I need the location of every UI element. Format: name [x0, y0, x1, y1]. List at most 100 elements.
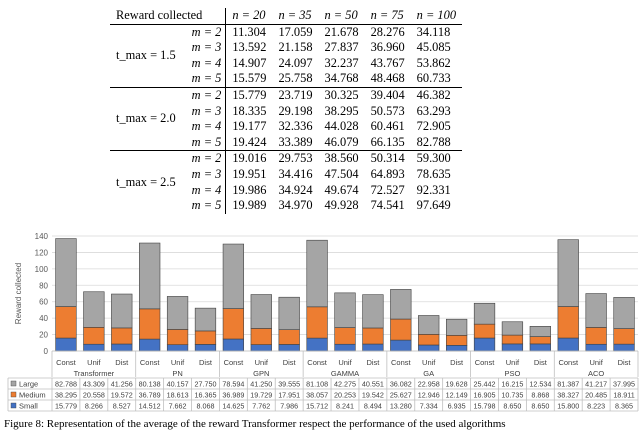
table-cell: 19.016	[232, 151, 267, 166]
bar-medium	[362, 327, 384, 345]
data-table-cell: 18.911	[613, 390, 634, 399]
bar-medium	[55, 306, 77, 339]
row-label: m = 4	[185, 182, 227, 199]
figure-caption: Figure 8: Representation of the average …	[4, 418, 506, 430]
data-table-cell: 36.789	[139, 390, 161, 399]
table-cell: 49.928	[324, 198, 359, 213]
bar-medium	[557, 306, 579, 339]
table-row: m = 3 19.951 34.416 47.504 64.893 78.635	[110, 166, 462, 183]
bar-large	[306, 239, 328, 308]
x-tick-label: Const	[475, 358, 496, 367]
data-table-cell: 20.485	[585, 390, 607, 399]
bar-large	[529, 326, 551, 337]
x-tick-label: Const	[391, 358, 412, 367]
x-group-label: GA	[423, 369, 434, 378]
bar-large	[194, 307, 217, 332]
data-table-cell: 25.442	[474, 379, 496, 388]
data-table-cell: 37.995	[613, 379, 635, 388]
data-table-cell: 14.625	[222, 401, 244, 410]
row-label: m = 2	[185, 87, 227, 104]
data-table-cell: 12.946	[418, 390, 440, 399]
bar-small	[111, 343, 133, 352]
bar-large	[222, 243, 245, 309]
table-cell: 32.336	[278, 119, 313, 134]
table-cell: 24.097	[278, 55, 313, 70]
data-table-cell: 36.989	[222, 390, 244, 399]
bar-small	[83, 343, 105, 352]
group-label: t_max = 2.0	[116, 111, 176, 126]
bar-large	[166, 296, 189, 330]
bar-small	[194, 344, 217, 352]
data-table-cell: 78.594	[222, 379, 244, 388]
legend-swatch-small	[10, 402, 17, 409]
legend-swatch-medium	[10, 391, 17, 398]
bar-small	[55, 337, 77, 352]
table-row: m = 3 13.592 21.158 27.837 36.960 45.085	[110, 40, 462, 56]
bar-medium	[501, 334, 524, 345]
x-tick-label: Unif	[589, 358, 603, 367]
table-cell: 60.733	[416, 71, 451, 86]
table-cell: 34.970	[278, 198, 313, 213]
table-cell: 64.893	[370, 166, 405, 181]
bar-medium	[222, 308, 245, 340]
x-group-label: PN	[172, 369, 182, 378]
table-cell: 60.461	[370, 119, 405, 134]
y-tick-label: 40	[39, 314, 48, 323]
bar-medium	[473, 323, 496, 339]
data-table-cell: 81.387	[557, 379, 579, 388]
bar-medium	[585, 327, 607, 345]
table-cell: 32.237	[324, 55, 359, 70]
table-cell: 38.295	[324, 103, 359, 118]
x-tick-label: Const	[224, 358, 245, 367]
bar-small	[529, 343, 551, 352]
table-cell: 29.198	[278, 103, 313, 118]
table-cell: 33.389	[278, 134, 313, 149]
bar-large	[139, 242, 161, 310]
data-table-cell: 18.613	[167, 390, 189, 399]
table-cell: 48.468	[370, 71, 405, 86]
table-cell: 39.404	[370, 87, 405, 102]
data-table-cell: 38.327	[557, 390, 579, 399]
bar-small	[306, 337, 328, 352]
table-cell: 17.059	[278, 24, 313, 39]
data-table-cell: 27.750	[194, 379, 216, 388]
data-table-cell: 8.241	[336, 401, 354, 410]
data-table-cell: 8.266	[85, 401, 103, 410]
data-table-cell: 8.527	[113, 401, 131, 410]
x-group-label: GAMMA	[331, 369, 359, 378]
bar-large	[55, 238, 77, 307]
bar-medium	[529, 336, 551, 345]
bar-medium	[613, 328, 635, 345]
x-tick-label: Unif	[87, 358, 101, 367]
bar-small	[278, 344, 300, 352]
x-tick-label: Const	[307, 358, 328, 367]
bar-large	[445, 318, 468, 336]
data-table-cell: 38.295	[55, 390, 77, 399]
data-table-cell: 7.334	[420, 401, 438, 410]
y-tick-label: 120	[35, 248, 49, 257]
row-label: m = 5	[185, 71, 227, 88]
bar-small	[222, 338, 245, 352]
data-table-cell: 40.157	[167, 379, 189, 388]
row-label: m = 5	[185, 198, 227, 214]
bar-large	[557, 239, 579, 307]
table-cell: 15.579	[232, 71, 267, 86]
x-tick-label: Unif	[422, 358, 436, 367]
bar-large	[111, 293, 133, 329]
bar-small	[418, 344, 440, 352]
data-table-cell: 41.217	[585, 379, 607, 388]
row-label: m = 3	[185, 166, 227, 183]
y-tick-label: 60	[39, 298, 48, 307]
table-cell: 14.907	[232, 55, 267, 70]
legend-label-small: Small	[19, 401, 38, 410]
data-table-cell: 15.800	[557, 401, 579, 410]
bar-small	[501, 343, 524, 352]
x-tick-label: Unif	[338, 358, 352, 367]
table-row: t_max = 2.0 m = 2 15.779 23.719 30.325 39.404…	[110, 87, 462, 125]
data-table-cell: 19.572	[111, 390, 133, 399]
x-group-label: PSO	[505, 369, 521, 378]
legend-label-medium: Medium	[19, 390, 46, 399]
data-table-cell: 7.662	[169, 401, 187, 410]
data-table-cell: 10.735	[501, 390, 523, 399]
data-table-cell: 20.558	[83, 390, 105, 399]
